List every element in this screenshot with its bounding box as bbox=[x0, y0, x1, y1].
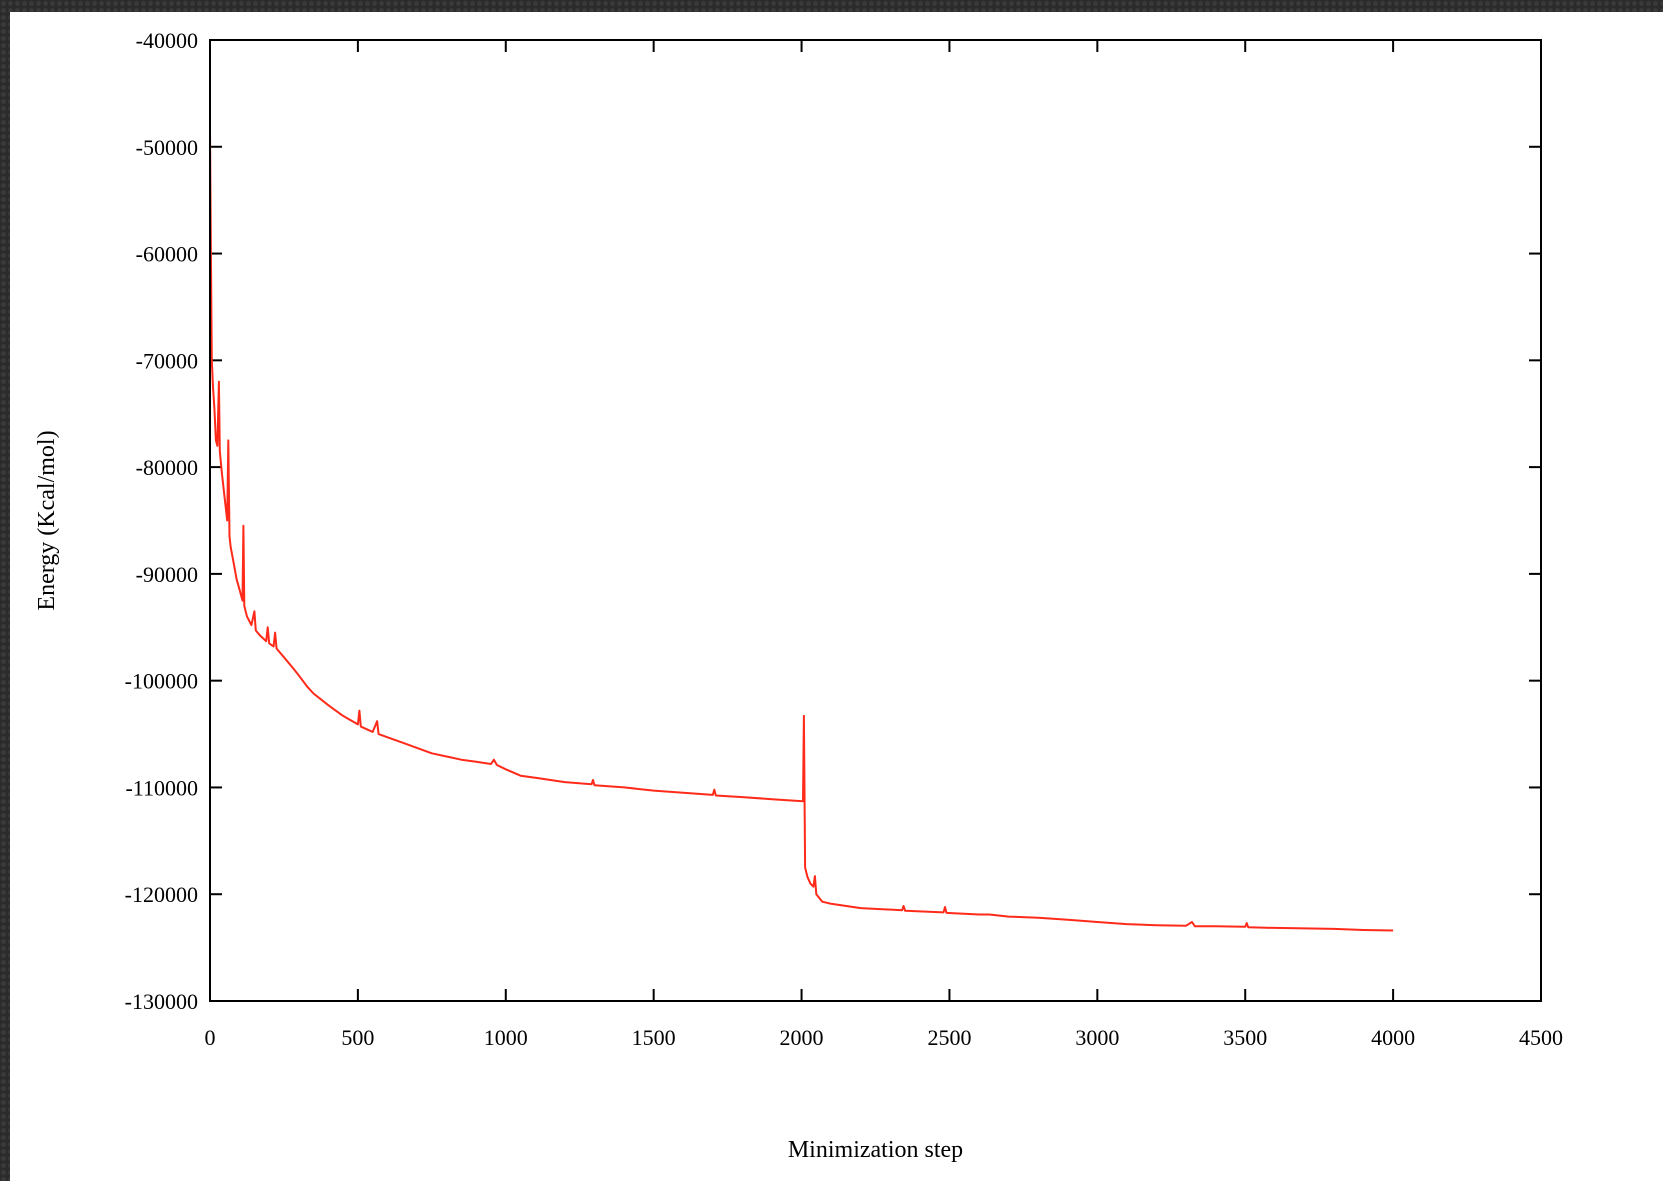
x-tick-label: 4500 bbox=[1519, 1025, 1563, 1050]
y-tick-label: -50000 bbox=[136, 135, 198, 160]
y-tick-label: -70000 bbox=[136, 348, 198, 373]
y-tick-labels: -130000 -120000 -110000 -100000 -90000 -80000… bbox=[125, 28, 198, 1014]
y-tick-label: -110000 bbox=[125, 775, 198, 800]
x-tick-label: 2500 bbox=[927, 1025, 971, 1050]
x-tick-label: 4000 bbox=[1371, 1025, 1415, 1050]
series-line bbox=[209, 130, 1394, 932]
y-tick-label: -90000 bbox=[136, 562, 198, 587]
x-tick-label: 1000 bbox=[484, 1025, 528, 1050]
x-tick-label: 1500 bbox=[632, 1025, 676, 1050]
y-tick-label: -60000 bbox=[136, 242, 198, 267]
y-tick-label: -120000 bbox=[125, 882, 198, 907]
y-tick-label: -100000 bbox=[125, 669, 198, 694]
axis-ticks bbox=[209, 39, 1542, 1002]
chart-panel: -130000 -120000 -110000 -100000 -90000 -80000… bbox=[10, 12, 1663, 1181]
y-tick-label: -130000 bbox=[125, 989, 198, 1014]
x-tick-labels: 0 500 1000 1500 2000 2500 3000 3500 4000 4500 bbox=[205, 1025, 1564, 1050]
x-tick-label: 2000 bbox=[780, 1025, 824, 1050]
x-tick-label: 3000 bbox=[1075, 1025, 1119, 1050]
y-tick-label: -40000 bbox=[136, 28, 198, 53]
x-tick-label: 500 bbox=[341, 1025, 374, 1050]
y-axis-title: Energy (Kcal/mol) bbox=[34, 430, 60, 610]
x-tick-label: 3500 bbox=[1223, 1025, 1267, 1050]
plot-frame bbox=[209, 39, 1542, 1002]
x-axis-title: Minimization step bbox=[788, 1137, 963, 1163]
y-tick-label: -80000 bbox=[136, 455, 198, 480]
x-tick-label: 0 bbox=[205, 1025, 216, 1050]
energy-chart: -130000 -120000 -110000 -100000 -90000 -80000… bbox=[34, 28, 1564, 1163]
